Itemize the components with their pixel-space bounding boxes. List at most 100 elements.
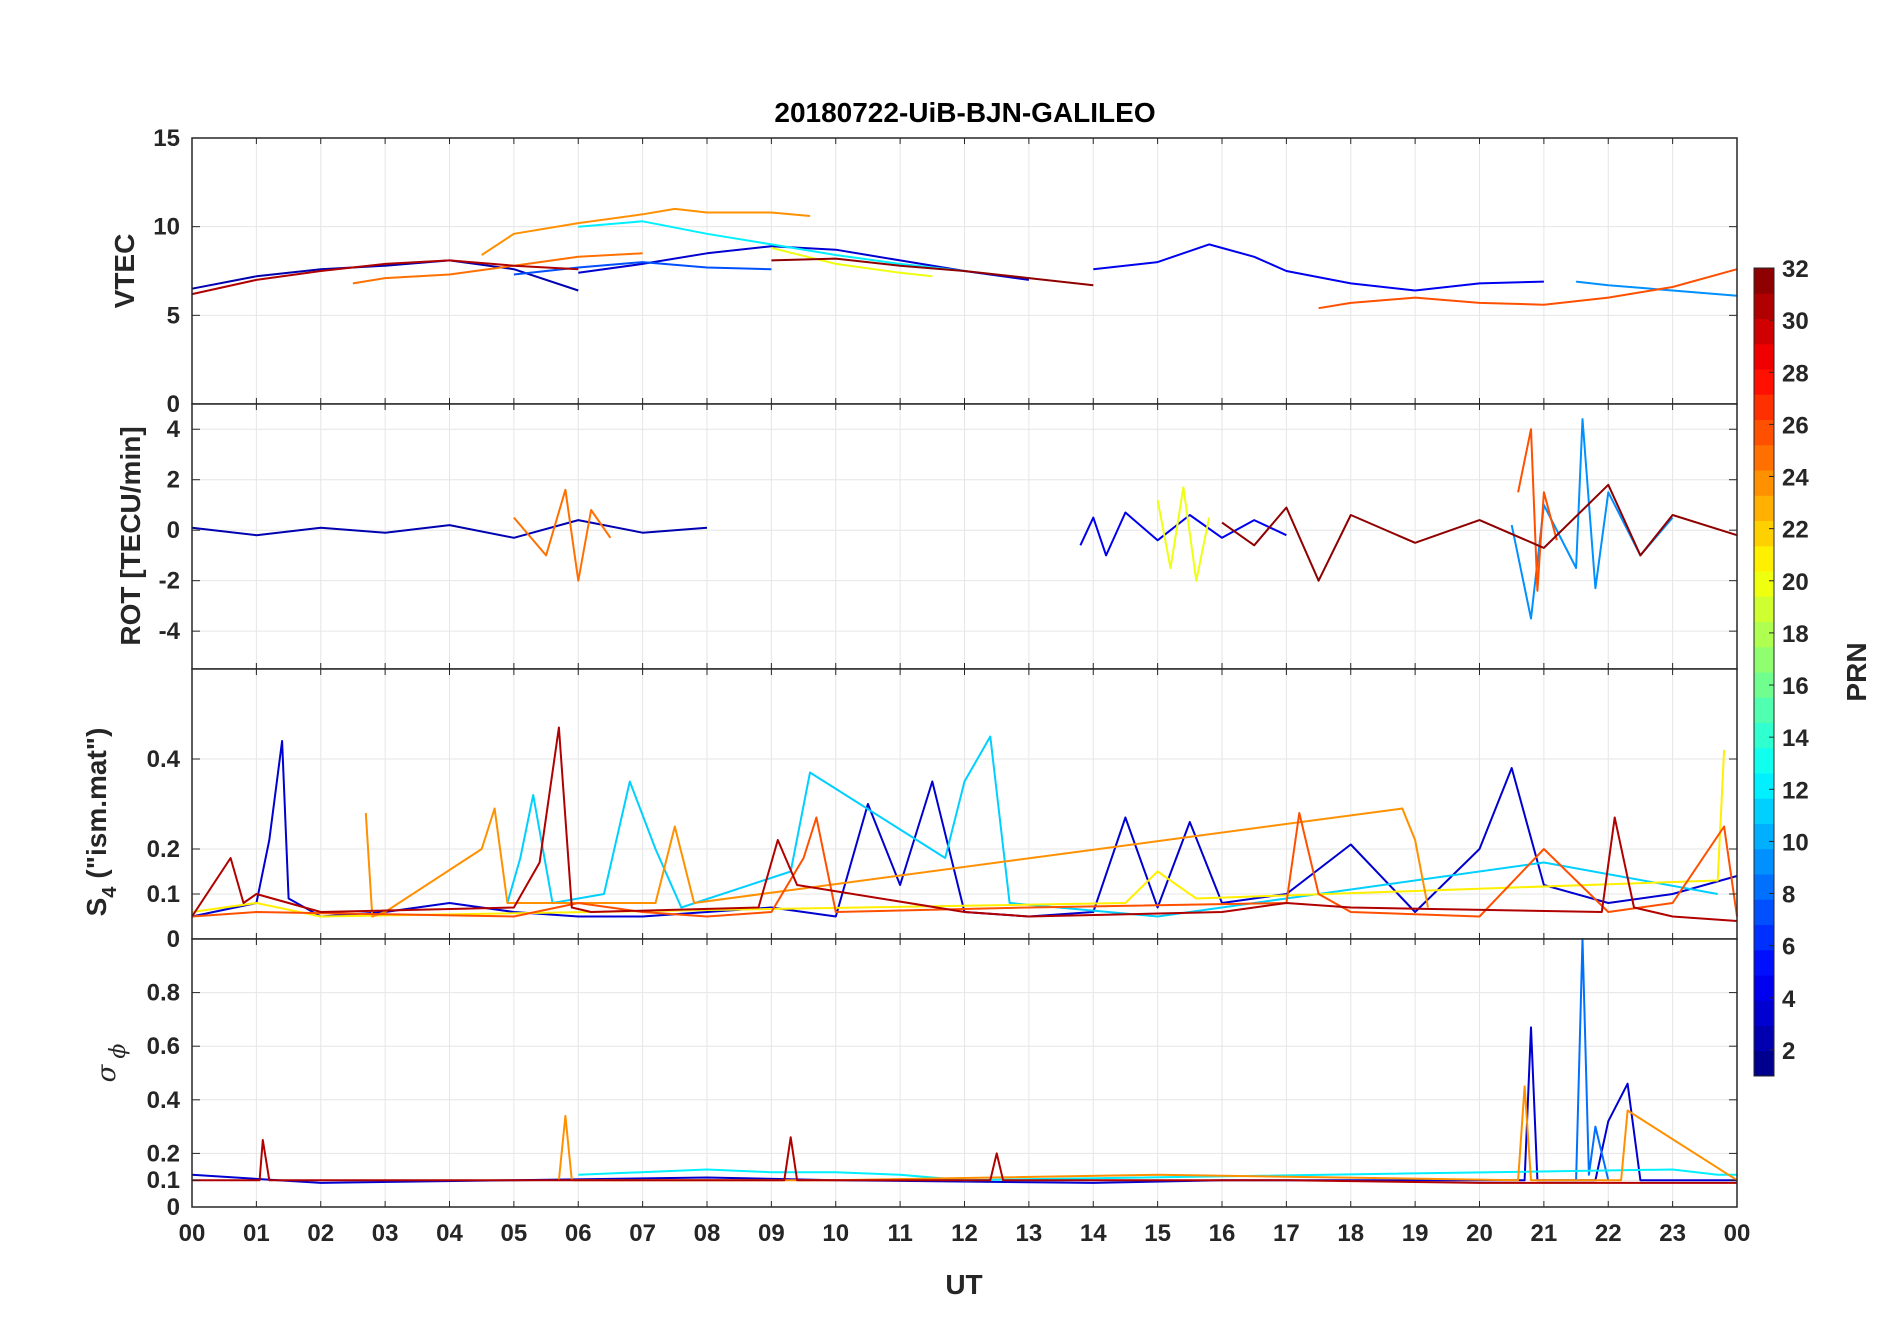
- colorbar-tick-label: 12: [1782, 777, 1809, 804]
- vtec-yticks: 0 5 10 15: [153, 125, 1737, 418]
- colorbar-segment: [1754, 672, 1774, 698]
- panel-vtec: 0 5 10 15 VTEC: [109, 125, 1738, 418]
- vtec-series-prn-20: [771, 246, 933, 278]
- rot-series-prn-4: [1079, 511, 1287, 557]
- s4-ytick-label: 0: [167, 926, 180, 953]
- colorbar-tick-label: 28: [1782, 360, 1809, 387]
- colorbar-segment: [1754, 773, 1774, 799]
- x-tick-label: 08: [694, 1220, 721, 1247]
- x-axis-label: UT: [945, 1269, 982, 1300]
- x-tick-label: 04: [436, 1220, 463, 1247]
- vtec-series-prn-25: [352, 252, 643, 285]
- x-tick-label: 14: [1080, 1220, 1107, 1247]
- colorbar-segment: [1754, 646, 1774, 673]
- x-tick-label: 06: [565, 1220, 592, 1247]
- colorbar-segment: [1754, 394, 1774, 420]
- s4-ylabel-main: S: [81, 898, 112, 917]
- x-tick-label: 00: [1724, 1220, 1751, 1247]
- x-tick-label: 13: [1016, 1220, 1043, 1247]
- colorbar-segment: [1754, 419, 1774, 446]
- colorbar-segment: [1754, 798, 1774, 824]
- colorbar-segment: [1754, 1000, 1774, 1026]
- x-axis-ticks: 00 01 02 03 04 05 06 07 08 09 10 11 12 13 14 15 16 17 18 19…: [179, 1220, 1751, 1247]
- s4-series: [191, 726, 1738, 922]
- colorbar-tick-label: 18: [1782, 621, 1809, 648]
- colorbar-segment: [1754, 697, 1774, 723]
- x-tick-label: 20: [1466, 1220, 1493, 1247]
- sigma-series-prn-24: [557, 1085, 1738, 1182]
- s4-ylabel: S4 ("ism.mat"): [81, 728, 121, 917]
- x-tick-label: 11: [887, 1220, 912, 1247]
- x-tick-label: 12: [951, 1220, 978, 1247]
- rot-ylabel: ROT [TECU/min]: [115, 426, 146, 645]
- rot-ytick-label: -2: [159, 568, 180, 595]
- s4-series-prn-31: [191, 726, 1738, 922]
- panel-s4: 0 0.1 0.2 0.4 S4 ("ism.mat"): [81, 668, 1738, 953]
- vtec-series-prn-7: [513, 261, 772, 276]
- s4-ylabel-sub: 4: [99, 886, 121, 898]
- colorbar-tick-label: 24: [1782, 465, 1809, 492]
- vtec-series: [191, 207, 1738, 310]
- colorbar-segment: [1754, 318, 1774, 345]
- rot-ytick-label: 2: [167, 467, 180, 494]
- rot-ytick-label: 0: [167, 517, 180, 544]
- colorbar-segment: [1754, 444, 1774, 471]
- x-tick-label: 19: [1402, 1220, 1429, 1247]
- x-tick-label: 07: [629, 1220, 656, 1247]
- x-tick-label: 01: [243, 1220, 270, 1247]
- sigma-yticks: 00.10.2 0.4 0.6 0.8: [147, 980, 1737, 1221]
- rot-series-prn-2: [191, 519, 708, 539]
- x-tick-label: 09: [758, 1220, 785, 1247]
- x-tick-label: 17: [1273, 1220, 1300, 1247]
- s4-series-prn-3: [191, 740, 1738, 918]
- x-tick-label: 15: [1144, 1220, 1171, 1247]
- colorbar-segment: [1754, 470, 1774, 496]
- colorbar-segments: [1754, 268, 1774, 1077]
- x-tick-label: 10: [822, 1220, 849, 1247]
- sigma-ytick-label: 0.2: [147, 1140, 180, 1167]
- rot-grid: [191, 404, 1738, 669]
- sigma-axes-box: [191, 938, 1738, 1208]
- x-tick-label: 02: [307, 1220, 334, 1247]
- colorbar-segment: [1754, 495, 1774, 521]
- sigma-series-prn-12: [578, 1168, 1737, 1182]
- sigma-ytick-label: 0.8: [147, 980, 180, 1007]
- vtec-series-prn-26: [1318, 268, 1738, 310]
- colorbar-segment: [1754, 975, 1774, 1001]
- colorbar-tick-label: 2: [1782, 1038, 1795, 1065]
- colorbar-frame: [1753, 267, 1775, 1077]
- colorbar-segment: [1754, 823, 1774, 850]
- rot-yticks: -4 -2 0 2 4: [159, 416, 1737, 645]
- colorbar-segment: [1754, 268, 1774, 294]
- s4-yticks: 0 0.1 0.2 0.4: [147, 746, 1737, 953]
- vtec-series-prn-4: [1093, 243, 1544, 292]
- sigma-series: [191, 938, 1738, 1184]
- x-tick-label: 18: [1337, 1220, 1364, 1247]
- rot-series: [191, 418, 1738, 620]
- sigma-ylabel: σϕ: [92, 1044, 131, 1083]
- vtec-ytick-label: 5: [167, 302, 180, 329]
- colorbar-segment: [1754, 293, 1774, 319]
- vtec-series-prn-2: [191, 259, 579, 292]
- sigma-series-prn-8: [1575, 938, 1610, 1181]
- vtec-series-prn-12: [578, 220, 965, 272]
- s4-series-prn-26: [191, 812, 1738, 918]
- x-tick-label: 16: [1209, 1220, 1236, 1247]
- vtec-series-prn-32: [771, 257, 1094, 287]
- colorbar-segment: [1754, 520, 1774, 547]
- colorbar-tick-label: 30: [1782, 308, 1809, 335]
- colorbar-segment: [1754, 621, 1774, 648]
- sigma-series-prn-31: [192, 1136, 1737, 1184]
- colorbar-segment: [1754, 369, 1774, 395]
- x-tick-label: 22: [1595, 1220, 1622, 1247]
- sigma-ytick-label: 0: [167, 1194, 180, 1221]
- colorbar-tick-label: 10: [1782, 829, 1809, 856]
- colorbar-segment: [1754, 545, 1774, 572]
- s4-ytick-label: 0.2: [147, 836, 180, 863]
- vtec-ytick-label: 10: [153, 214, 180, 241]
- vtec-ylabel: VTEC: [109, 234, 140, 309]
- colorbar-segment: [1754, 874, 1774, 900]
- colorbar-tick-label: 8: [1782, 882, 1795, 909]
- vtec-ytick-label: 15: [153, 125, 180, 152]
